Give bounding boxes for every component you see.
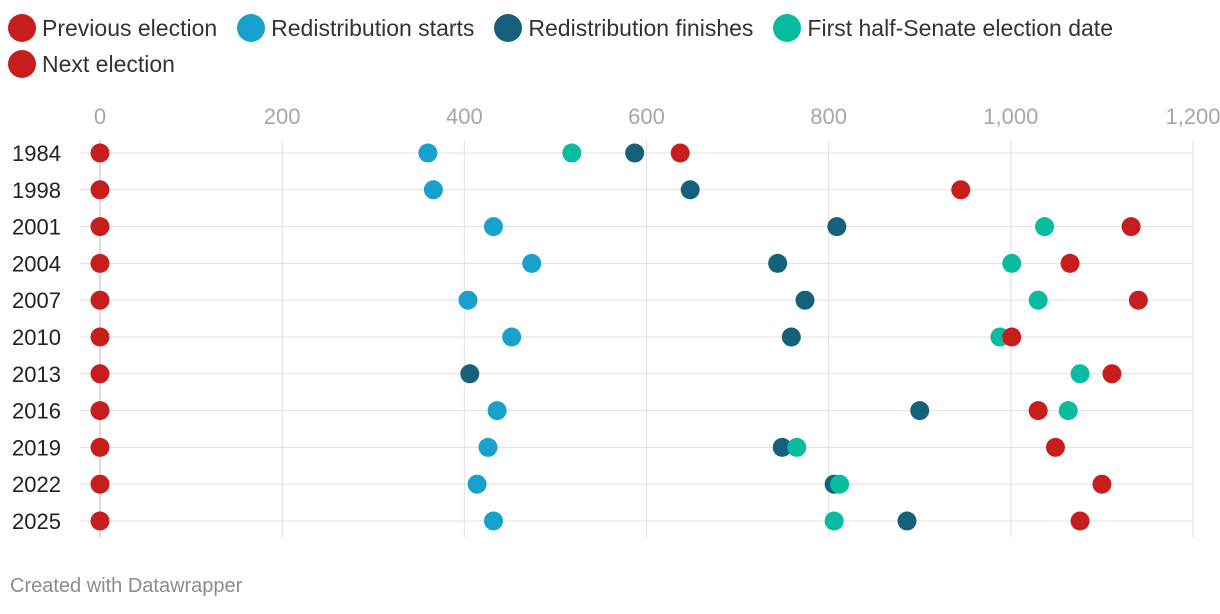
point-first-half-senate-election-date-2019 [787,437,807,457]
point-first-half-senate-election-date-2004 [1002,253,1022,273]
row-label-2019: 2019 [12,435,61,460]
grid-layer [80,140,1194,537]
row-label-2022: 2022 [12,472,61,497]
legend-swatch [237,14,266,42]
legend-item-previous-election: Previous election [8,10,217,46]
point-redistribution-starts-2010 [502,327,522,347]
point-redistribution-starts-2004 [522,253,542,273]
point-first-half-senate-election-date-2025 [824,511,844,531]
point-next-election-2010 [1002,327,1022,347]
row-label-2010: 2010 [12,325,61,350]
legend-label: First half-Senate election date [807,14,1113,41]
point-previous-election-2001 [90,217,110,237]
point-redistribution-starts-1984 [418,143,438,163]
point-redistribution-starts-2019 [478,437,498,457]
point-redistribution-finishes-2001 [827,217,847,237]
x-tick-label: 0 [94,104,106,129]
legend-item-redistribution-starts: Redistribution starts [237,10,474,46]
point-next-election-1998 [951,180,971,200]
row-label-2016: 2016 [12,399,61,424]
row-labels: 1984 1998 2001 2004 2007 2010 2013 2016 2019 2022… [12,141,61,534]
legend-item-first-half-senate-election-date: First half-Senate election date [773,10,1113,46]
point-first-half-senate-election-date-2001 [1035,217,1055,237]
x-tick-label: 800 [810,104,847,129]
x-tick-label: 1,000 [983,104,1038,129]
legend-item-redistribution-finishes: Redistribution finishes [494,10,753,46]
point-previous-election-2025 [90,511,110,531]
x-axis-ticks: 0 200 400 600 800 1,000 1,200 [94,104,1220,129]
data-points [90,143,1148,531]
legend-swatch [8,50,36,78]
point-previous-election-2016 [90,401,110,421]
row-label-2007: 2007 [12,288,61,313]
point-redistribution-starts-2016 [487,401,507,421]
point-redistribution-starts-1998 [423,180,443,200]
legend-label: Redistribution starts [271,14,475,41]
point-next-election-2025 [1070,511,1090,531]
x-tick-label: 400 [446,104,483,129]
dot-plot: 0 200 400 600 800 1,000 1,200 1984 1998 2001 2004… [12,104,1220,537]
point-previous-election-2022 [90,474,110,494]
point-previous-election-1984 [90,143,110,163]
point-redistribution-finishes-2010 [781,327,801,347]
point-previous-election-2010 [90,327,110,347]
point-first-half-senate-election-date-2016 [1058,401,1078,421]
point-redistribution-finishes-2019 [772,437,792,457]
point-redistribution-finishes-2007 [795,290,815,310]
legend-swatch [494,14,523,42]
point-first-half-senate-election-date-2022 [830,474,850,494]
point-first-half-senate-election-date-2013 [1070,364,1090,384]
x-tick-label: 600 [628,104,665,129]
point-redistribution-finishes-2004 [768,253,788,273]
row-label-2004: 2004 [12,251,61,276]
point-redistribution-starts-2022 [467,474,487,494]
point-previous-election-2013 [90,364,110,384]
point-next-election-2022 [1092,474,1112,494]
row-label-1998: 1998 [12,178,61,203]
point-redistribution-starts-2025 [483,511,503,531]
point-next-election-2019 [1045,437,1065,457]
point-previous-election-1998 [90,180,110,200]
point-redistribution-finishes-2016 [910,401,930,421]
point-next-election-2013 [1102,364,1122,384]
point-next-election-2001 [1121,217,1141,237]
row-label-2001: 2001 [12,215,61,240]
point-redistribution-starts-2007 [458,290,478,310]
point-first-half-senate-election-date-1984 [562,143,582,163]
point-redistribution-starts-2001 [483,217,503,237]
point-next-election-1984 [670,143,690,163]
legend-swatch [773,14,802,42]
point-next-election-2004 [1060,253,1080,273]
point-redistribution-finishes-2013 [460,364,480,384]
x-tick-label: 1,200 [1165,104,1220,129]
point-next-election-2007 [1128,290,1148,310]
point-first-half-senate-election-date-2007 [1028,290,1048,310]
legend-swatch [8,14,36,42]
legend-item-next-election: Next election [8,46,175,82]
x-tick-label: 200 [264,104,301,129]
point-redistribution-finishes-1998 [680,180,700,200]
point-redistribution-finishes-1984 [625,143,645,163]
point-previous-election-2019 [90,437,110,457]
point-redistribution-finishes-2025 [897,511,917,531]
chart-legend: Previous election Redistribution starts Re… [8,10,1208,82]
legend-label: Next election [42,50,175,77]
legend-label: Previous election [42,14,218,41]
point-next-election-2016 [1028,401,1048,421]
row-label-1984: 1984 [12,141,61,166]
point-previous-election-2004 [90,253,110,273]
row-label-2025: 2025 [12,509,61,534]
legend-label: Redistribution finishes [528,14,754,41]
footer-credit: Created with Datawrapper [10,575,243,597]
row-label-2013: 2013 [12,362,61,387]
point-previous-election-2007 [90,290,110,310]
